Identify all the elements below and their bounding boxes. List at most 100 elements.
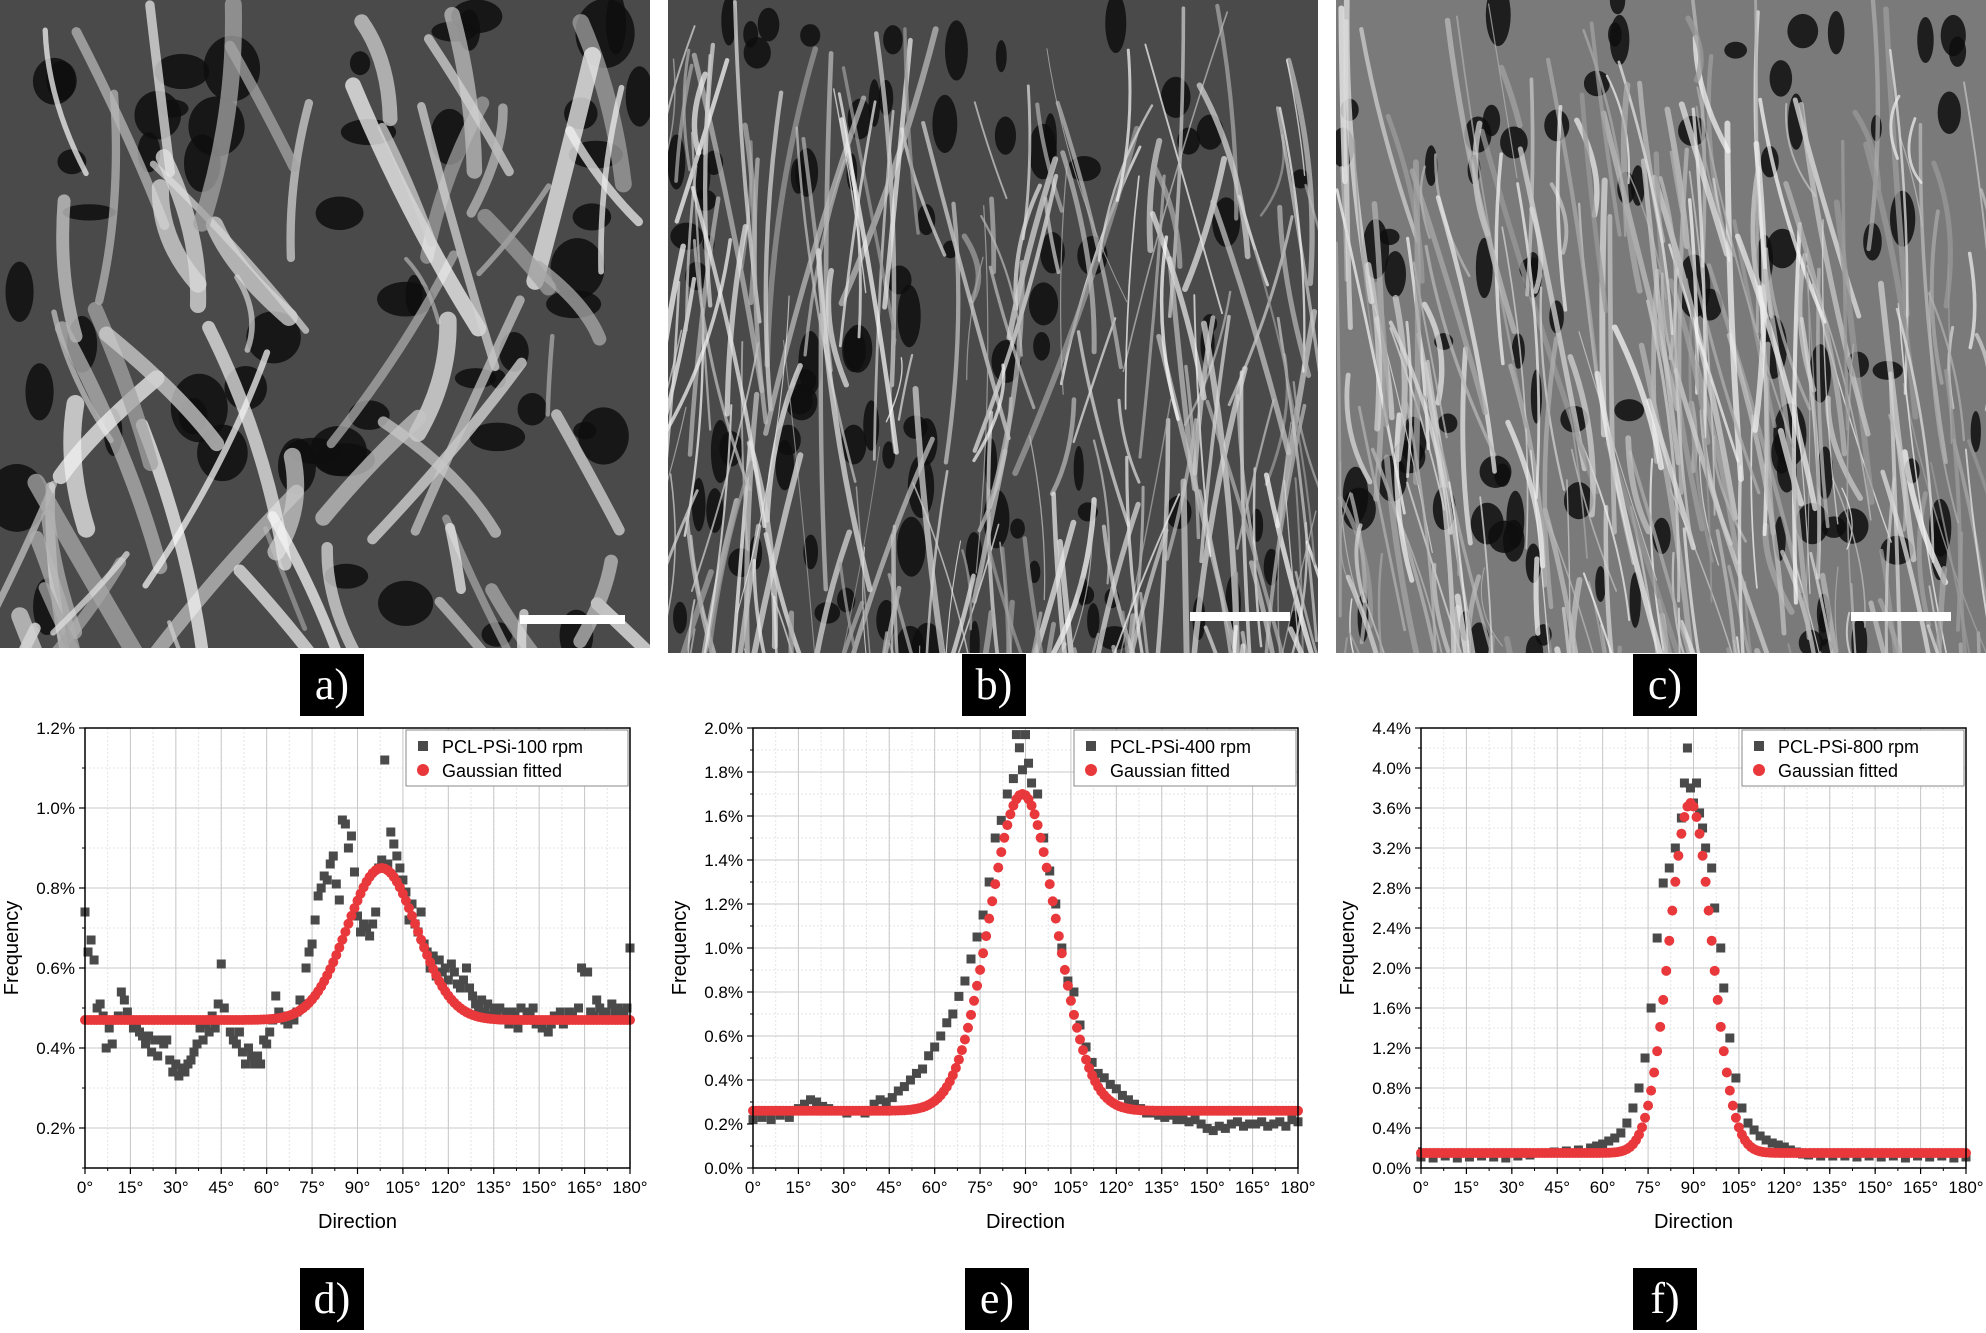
data-point bbox=[1604, 1136, 1614, 1146]
data-point bbox=[247, 1051, 257, 1061]
y-axis-title: Frequency bbox=[1, 901, 23, 996]
data-point bbox=[1078, 1045, 1089, 1056]
data-point bbox=[516, 1003, 526, 1013]
y-tick-label: 0.6% bbox=[704, 1027, 743, 1046]
panel-label-c: c) bbox=[1633, 654, 1697, 716]
data-point bbox=[1643, 1100, 1654, 1111]
data-point bbox=[301, 963, 311, 973]
data-point bbox=[899, 1082, 909, 1092]
data-point bbox=[1452, 1153, 1462, 1163]
data-point bbox=[1196, 1119, 1206, 1129]
data-point bbox=[1598, 1139, 1608, 1149]
series-gaussian-fit bbox=[1416, 798, 1971, 1158]
data-point bbox=[1033, 789, 1043, 799]
data-point bbox=[331, 879, 341, 889]
data-point bbox=[1646, 1003, 1656, 1013]
data-point bbox=[1658, 878, 1668, 888]
data-point bbox=[954, 991, 964, 1001]
data-point bbox=[153, 1051, 163, 1061]
y-tick-label: 3.6% bbox=[1372, 799, 1411, 818]
legend: PCL-PSi-400 rpm Gaussian fitted bbox=[1073, 729, 1297, 787]
data-point bbox=[219, 1003, 229, 1013]
data-point bbox=[368, 919, 378, 929]
sem-texture-b bbox=[668, 0, 1318, 653]
data-point bbox=[912, 1068, 921, 1078]
data-point bbox=[799, 1099, 809, 1109]
y-tick-label: 2.0% bbox=[704, 719, 743, 738]
data-point bbox=[1646, 1085, 1657, 1096]
data-point bbox=[1652, 933, 1662, 943]
data-point bbox=[322, 875, 332, 885]
data-point bbox=[1087, 1057, 1097, 1067]
data-point bbox=[1239, 1121, 1248, 1131]
y-tick-label: 1.8% bbox=[704, 763, 743, 782]
data-point bbox=[942, 1018, 952, 1028]
x-tick-label: 150° bbox=[522, 1178, 557, 1197]
data-point bbox=[1214, 1121, 1224, 1131]
data-point bbox=[966, 1009, 976, 1020]
data-point bbox=[1011, 730, 1021, 740]
data-point bbox=[996, 847, 1007, 858]
sem-texture-c bbox=[1336, 0, 1986, 653]
data-point bbox=[1634, 1083, 1644, 1093]
data-point bbox=[1002, 789, 1012, 799]
data-point bbox=[1716, 943, 1726, 953]
data-point bbox=[1029, 809, 1040, 820]
data-point bbox=[107, 1039, 117, 1049]
data-point bbox=[380, 755, 390, 765]
data-point bbox=[365, 931, 375, 941]
data-point bbox=[1652, 1046, 1663, 1057]
data-point bbox=[1059, 964, 1070, 975]
data-point bbox=[337, 934, 348, 945]
data-point bbox=[458, 975, 468, 985]
data-point bbox=[1190, 1115, 1200, 1125]
data-point bbox=[468, 991, 478, 1001]
data-point bbox=[1755, 1131, 1765, 1141]
series-gaussian-fit bbox=[80, 863, 635, 1025]
data-point bbox=[186, 1055, 196, 1065]
legend-entry: Gaussian fitted bbox=[1110, 761, 1230, 781]
y-tick-label: 1.2% bbox=[704, 895, 743, 914]
legend-entry: Gaussian fitted bbox=[442, 761, 562, 781]
data-point bbox=[340, 819, 350, 829]
data-point bbox=[960, 976, 970, 986]
data-point bbox=[1695, 808, 1705, 818]
data-point bbox=[950, 1062, 961, 1073]
data-point bbox=[1676, 828, 1687, 839]
data-point bbox=[1727, 1100, 1738, 1111]
data-point bbox=[1640, 1053, 1650, 1063]
data-point bbox=[289, 1015, 299, 1025]
data-point bbox=[449, 967, 459, 977]
data-point bbox=[1670, 876, 1681, 887]
data-point bbox=[1707, 863, 1717, 873]
x-axis-title: Direction bbox=[986, 1211, 1065, 1233]
data-point bbox=[528, 1003, 538, 1013]
y-tick-label: 0.4% bbox=[704, 1071, 743, 1090]
legend-entry: PCL-PSi-100 rpm bbox=[442, 737, 583, 757]
data-point bbox=[416, 907, 426, 917]
data-point bbox=[1035, 832, 1046, 843]
data-point bbox=[1111, 1084, 1121, 1094]
data-point bbox=[343, 918, 354, 929]
y-tick-label: 0.8% bbox=[1372, 1079, 1411, 1098]
data-point bbox=[1160, 1112, 1170, 1122]
data-point bbox=[1251, 1119, 1261, 1129]
x-tick-label: 75° bbox=[299, 1178, 325, 1197]
data-point bbox=[104, 1023, 114, 1033]
data-point bbox=[1718, 1046, 1729, 1057]
scale-bar-b bbox=[1190, 612, 1290, 621]
data-point bbox=[419, 942, 430, 953]
data-point bbox=[477, 995, 487, 1005]
x-tick-label: 60° bbox=[254, 1178, 280, 1197]
x-tick-label: 45° bbox=[1544, 1178, 1570, 1197]
x-tick-label: 0° bbox=[1413, 1178, 1429, 1197]
y-tick-label: 0.8% bbox=[704, 983, 743, 1002]
data-point bbox=[1002, 820, 1013, 831]
data-point bbox=[1725, 1033, 1735, 1043]
y-tick-label: 1.4% bbox=[704, 851, 743, 870]
data-point bbox=[1257, 1117, 1267, 1127]
data-point bbox=[993, 862, 1004, 873]
data-point bbox=[362, 923, 372, 933]
x-tick-label: 30° bbox=[831, 1178, 857, 1197]
data-point bbox=[592, 995, 602, 1005]
